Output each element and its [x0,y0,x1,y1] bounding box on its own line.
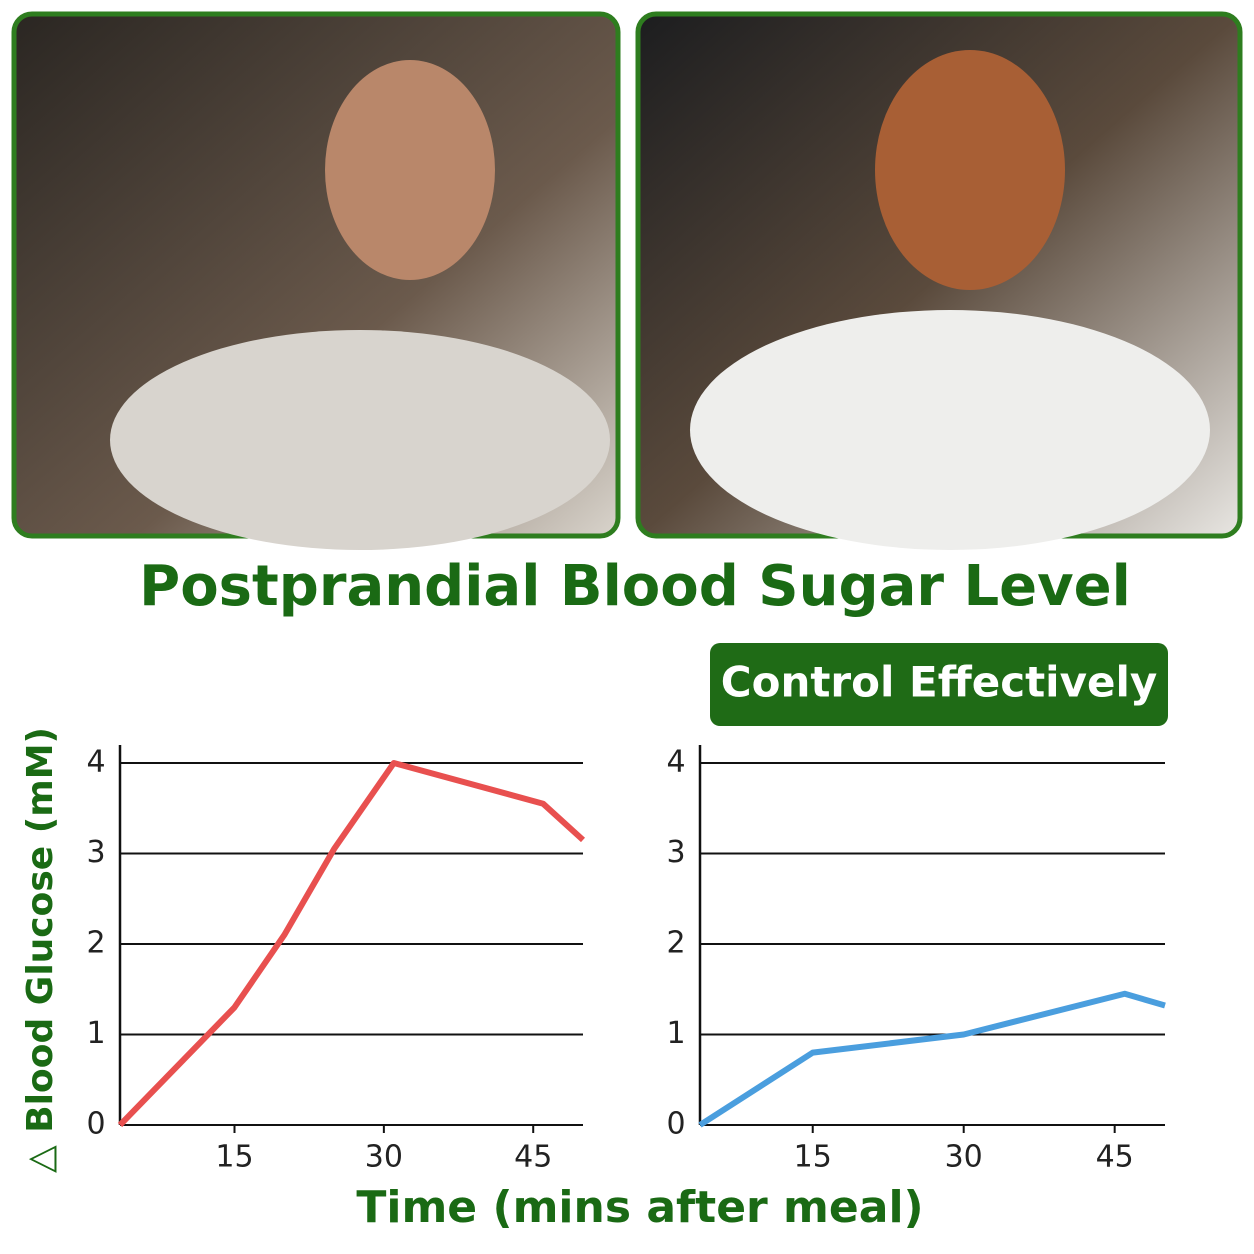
y-tick-label: 3 [86,835,105,870]
photo-figure [875,50,1065,290]
y-tick-label: 1 [666,1016,685,1051]
photo-figure [690,310,1210,550]
y-tick-label: 4 [666,745,685,780]
x-tick-label: 15 [794,1140,832,1175]
y-tick-label: 0 [86,1107,105,1142]
y-tick-label: 1 [86,1016,105,1051]
badge-text: Control Effectively [721,658,1157,707]
x-tick-label: 30 [945,1140,983,1175]
y-tick-label: 2 [666,926,685,961]
y-tick-label: 2 [86,926,105,961]
x-tick-label: 30 [365,1140,403,1175]
y-tick-label: 4 [86,745,105,780]
y-axis-label: △ Blood Glucose (mM) [20,727,61,1173]
x-tick-label: 45 [1096,1140,1134,1175]
x-tick-label: 15 [215,1140,253,1175]
title: Postprandial Blood Sugar Level [139,554,1131,619]
x-tick-label: 45 [514,1140,552,1175]
y-tick-label: 0 [666,1107,685,1142]
x-axis-label: Time (mins after meal) [356,1182,923,1233]
series-line [698,990,1166,1128]
badge [710,643,1168,726]
y-tick-label: 3 [666,835,685,870]
photo-figure [325,60,495,280]
series-line [117,760,586,1128]
photo-figure [110,330,610,550]
